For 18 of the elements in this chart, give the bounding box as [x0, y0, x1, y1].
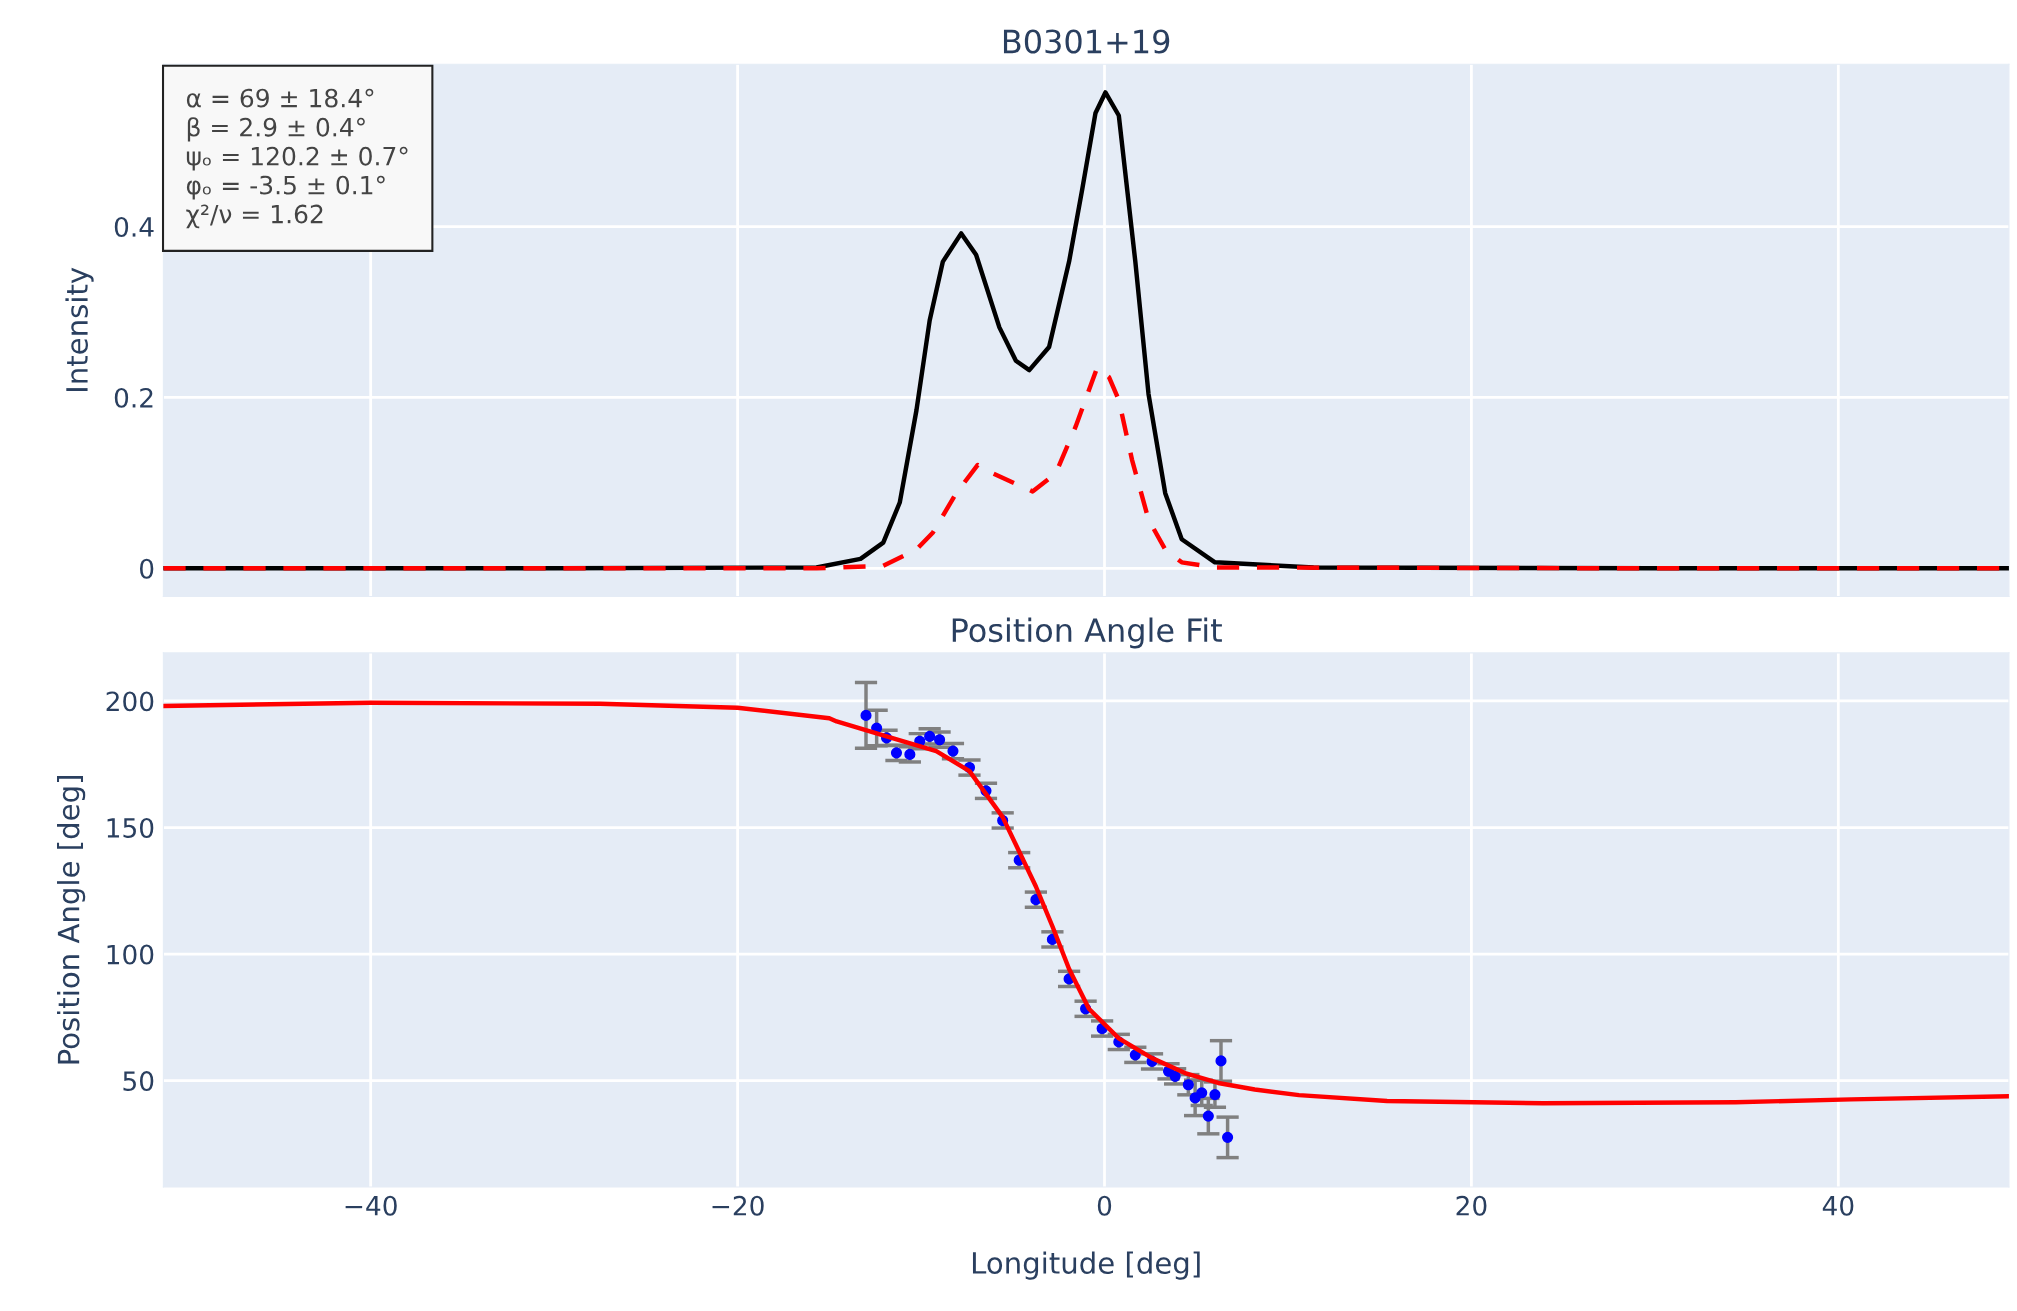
y-tick-label: 200 [106, 691, 154, 712]
y-tick-label: 0.4 [114, 217, 154, 237]
x-axis-title: Longitude [deg] [972, 1251, 1200, 1280]
x-tick-label: 20 [1456, 1195, 1487, 1216]
annotation: α = 69 ± 18.4° β = 2.9 ± 0.4° ψₒ = 120.2 ± 0.7° φₒ = -3.5 ± 0.1° χ²/ν = 1.62 [186, 88, 408, 229]
x-tick-label: −20 [712, 1195, 764, 1216]
y-tick-label: 50 [123, 1071, 154, 1092]
y-axis-title: Position Angle [deg] [57, 776, 86, 1064]
y-tick-label: 100 [107, 944, 154, 965]
y-tick-label: 150 [107, 817, 154, 838]
chart-title: Position Angle Fit [952, 617, 1222, 649]
chart-title: B0301+19 [1003, 29, 1170, 54]
y-tick-label: 0.2 [114, 387, 153, 408]
y-tick-label: 0 [139, 558, 154, 579]
y-axis-title: Intensity [65, 267, 94, 391]
x-tick-label: 40 [1822, 1195, 1854, 1216]
x-tick-label: 0 [1097, 1195, 1112, 1216]
x-tick-label: −40 [345, 1195, 397, 1216]
